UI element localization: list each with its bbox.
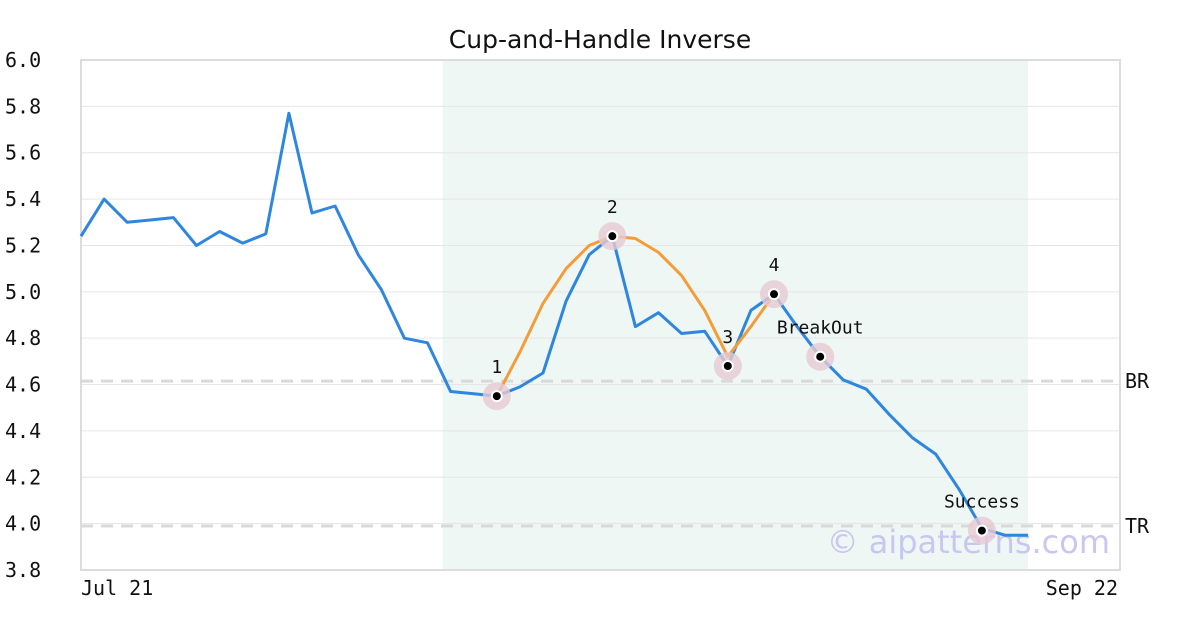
point-label: Success: [944, 492, 1020, 513]
point-label: 3: [722, 327, 733, 348]
point-label: 4: [769, 255, 780, 276]
y-tick-label: 5.4: [5, 187, 41, 211]
y-tick-label: 3.8: [5, 558, 41, 582]
y-tick-label: 5.2: [5, 233, 41, 257]
price-series-line: [79, 111, 1029, 537]
chart-title: Cup-and-Handle Inverse: [449, 25, 751, 54]
y-tick-label: 6.0: [5, 48, 41, 72]
y-tick-label: 5.8: [5, 94, 41, 118]
y-tick-label: 5.0: [5, 280, 41, 304]
point-marker: [814, 350, 827, 363]
y-tick-label: 4.6: [5, 373, 41, 397]
highlight-band: [442, 60, 1029, 570]
point-marker: [606, 230, 619, 243]
reference-label-tr: TR: [1125, 514, 1150, 538]
x-tick-label: Sep 22: [1046, 576, 1118, 600]
plot-frame: [80, 59, 1121, 571]
point-marker: [768, 288, 780, 301]
point-marker: [721, 360, 734, 372]
y-tick-label: 4.2: [5, 465, 41, 489]
y-tick-label: 4.4: [5, 419, 41, 443]
point-label: 2: [607, 197, 618, 218]
y-tick-label: 5.6: [5, 141, 41, 165]
point-label: BreakOut: [777, 318, 864, 339]
y-tick-label: 4.0: [5, 512, 41, 536]
y-tick-label: 4.8: [5, 326, 41, 350]
reference-label-br: BR: [1125, 369, 1150, 393]
plot-area: 6.0 5.8 5.6 5.4 5.2 5.0 4.8 4.6 4.4 4.2 4.0 3.8 Jul …: [5, 48, 1150, 600]
point-marker: [490, 390, 503, 403]
x-tick-label: Jul 21: [81, 576, 153, 600]
point-label: 1: [491, 357, 502, 378]
point-marker: [975, 524, 988, 537]
